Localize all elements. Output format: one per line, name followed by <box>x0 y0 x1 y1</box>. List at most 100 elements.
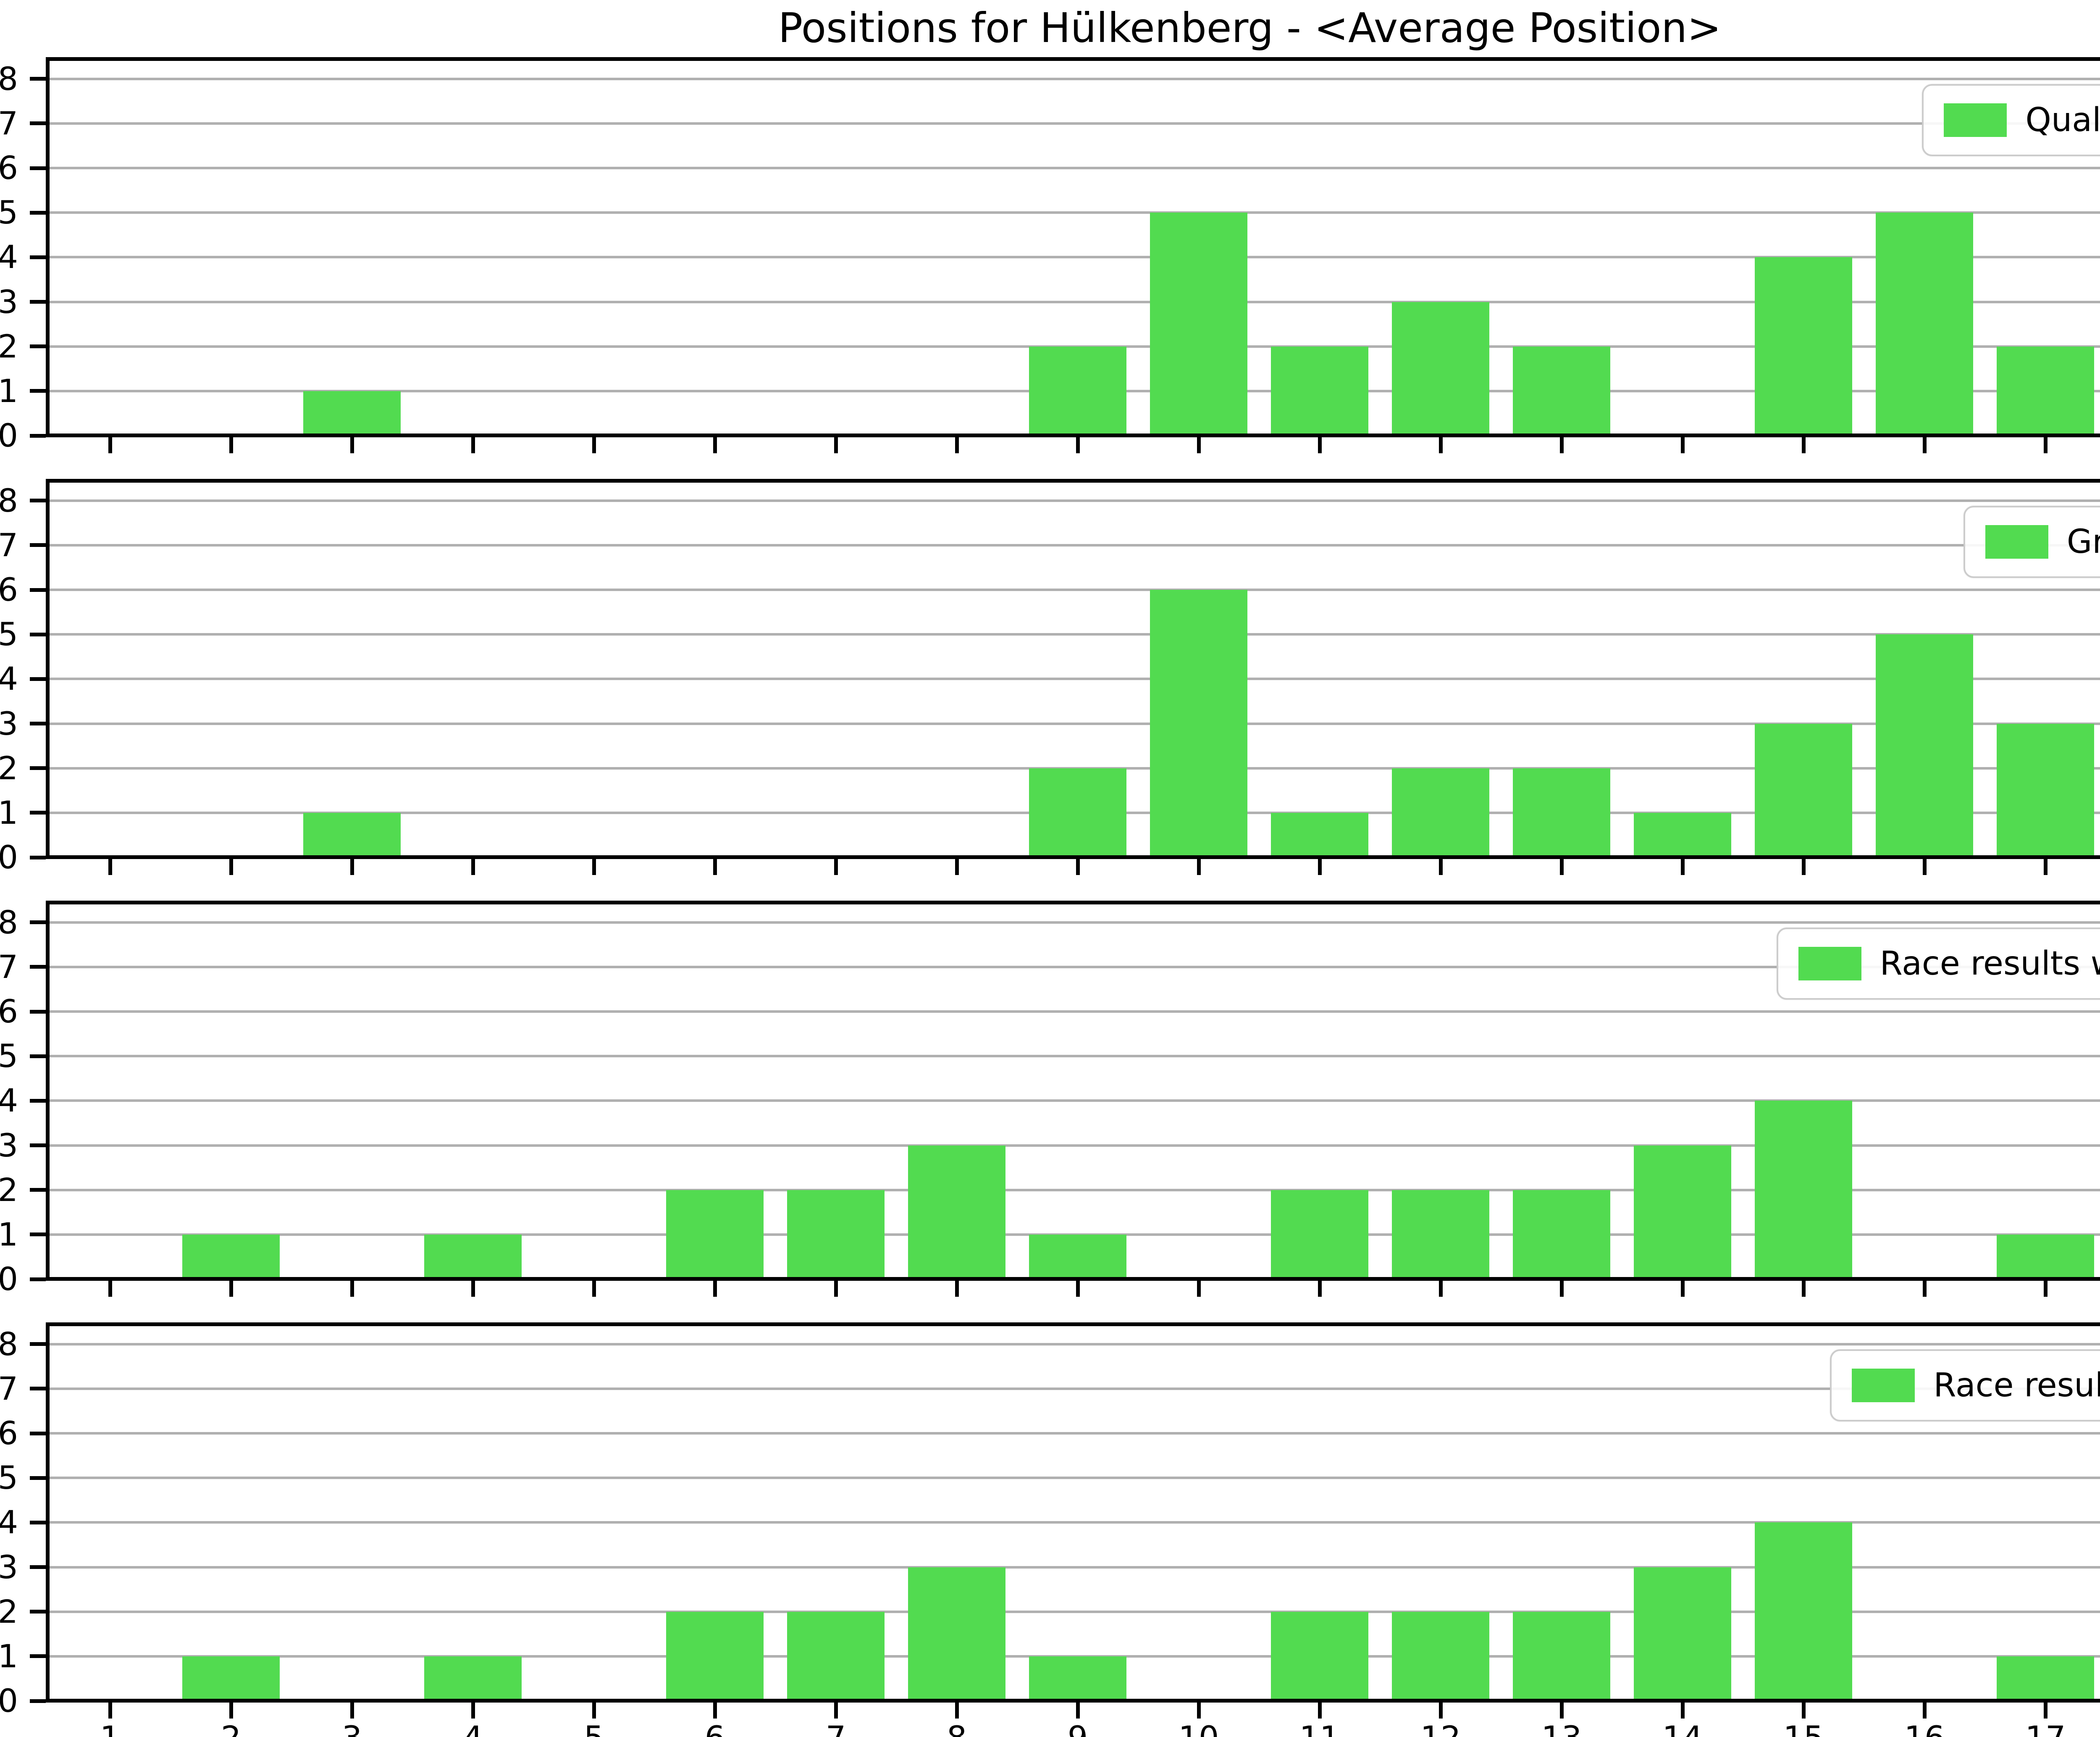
y-tick-2 <box>30 344 46 349</box>
x-tick-4 <box>471 1703 475 1719</box>
x-tick-13 <box>1559 437 1564 453</box>
x-tick-2 <box>229 437 233 453</box>
x-tick-label-8: 8 <box>919 1722 995 1737</box>
y-tick-label-6: 6 <box>0 1414 18 1452</box>
y-tick-1 <box>30 389 46 393</box>
bar-pos-8 <box>908 1567 1005 1701</box>
gridline-y2 <box>47 1188 2100 1191</box>
y-tick-5 <box>30 632 46 636</box>
bar-pos-13 <box>1513 346 1610 436</box>
y-tick-2 <box>30 1188 46 1192</box>
y-tick-label-1: 1 <box>0 372 18 410</box>
x-tick-5 <box>592 1703 596 1719</box>
bar-pos-11 <box>1271 346 1368 436</box>
y-tick-label-6: 6 <box>0 149 18 187</box>
y-tick-3 <box>30 722 46 726</box>
y-tick-6 <box>30 166 46 170</box>
bar-pos-15 <box>1755 1522 1852 1701</box>
y-tick-6 <box>30 1431 46 1435</box>
y-tick-label-7: 7 <box>0 526 18 564</box>
bar-pos-9 <box>1029 1656 1126 1701</box>
x-tick-13 <box>1559 1703 1564 1719</box>
x-tick-10 <box>1197 1281 1201 1297</box>
y-tick-label-3: 3 <box>0 1126 18 1164</box>
y-tick-label-2: 2 <box>0 749 18 787</box>
bar-pos-14 <box>1634 812 1731 857</box>
y-tick-label-7: 7 <box>0 104 18 142</box>
bar-pos-10 <box>1150 590 1247 857</box>
x-tick-label-6: 6 <box>677 1722 753 1737</box>
x-tick-label-17: 17 <box>2008 1722 2083 1737</box>
y-tick-7 <box>30 121 46 126</box>
gridline-y5 <box>47 1055 2100 1058</box>
x-tick-10 <box>1197 859 1201 875</box>
y-tick-label-5: 5 <box>0 1037 18 1075</box>
bar-pos-9 <box>1029 346 1126 436</box>
y-tick-label-5: 5 <box>0 615 18 653</box>
bar-pos-9 <box>1029 768 1126 857</box>
legend-swatch <box>1944 103 2007 137</box>
y-tick-3 <box>30 1143 46 1148</box>
x-tick-17 <box>2043 859 2048 875</box>
x-tick-label-9: 9 <box>1040 1722 1116 1737</box>
bar-pos-12 <box>1392 768 1489 857</box>
x-tick-14 <box>1680 1281 1685 1297</box>
y-tick-label-0: 0 <box>0 838 18 876</box>
bar-pos-17 <box>1997 723 2094 857</box>
y-tick-2 <box>30 766 46 770</box>
subplot-2: 0 1 2 3 4 5 6 7 8 Grid positions - 14.39 <box>0 479 2100 875</box>
y-tick-label-0: 0 <box>0 417 18 454</box>
x-tick-3 <box>350 437 354 453</box>
subplot-3: 0 1 2 3 4 5 6 7 8 Race results without DNF - 13.6… <box>0 901 2100 1297</box>
bar-pos-3 <box>303 812 401 857</box>
y-tick-label-4: 4 <box>0 1503 18 1541</box>
x-tick-9 <box>1076 437 1080 453</box>
x-tick-11 <box>1318 859 1322 875</box>
y-tick-0 <box>30 855 46 859</box>
bar-pos-4 <box>424 1234 522 1279</box>
bar-pos-13 <box>1513 1190 1610 1279</box>
x-tick-label-16: 16 <box>1887 1722 1962 1737</box>
x-tick-label-15: 15 <box>1766 1722 1841 1737</box>
x-tick-label-5: 5 <box>556 1722 632 1737</box>
y-tick-1 <box>30 1232 46 1237</box>
legend-swatch <box>1798 947 1861 980</box>
bar-pos-8 <box>908 1145 1005 1279</box>
x-tick-7 <box>834 437 838 453</box>
x-tick-4 <box>471 437 475 453</box>
y-tick-6 <box>30 1009 46 1014</box>
gridline-y3 <box>47 722 2100 725</box>
x-tick-1 <box>108 437 112 453</box>
x-tick-1 <box>108 859 112 875</box>
legend-label: Grid positions - 14.39 <box>2066 523 2100 561</box>
bar-pos-6 <box>666 1611 764 1701</box>
x-tick-1 <box>108 1281 112 1297</box>
bar-pos-11 <box>1271 812 1368 857</box>
chart-title: Positions for Hülkenberg - <Average Posi… <box>778 4 1722 52</box>
x-tick-12 <box>1438 859 1443 875</box>
y-tick-label-3: 3 <box>0 283 18 321</box>
x-tick-label-7: 7 <box>798 1722 874 1737</box>
gridline-y3 <box>47 1144 2100 1147</box>
x-tick-5 <box>592 859 596 875</box>
x-tick-15 <box>1801 1281 1806 1297</box>
gridline-y6 <box>47 589 2100 591</box>
x-tick-3 <box>350 1703 354 1719</box>
x-tick-8 <box>955 437 959 453</box>
bar-pos-13 <box>1513 768 1610 857</box>
x-tick-label-2: 2 <box>193 1722 269 1737</box>
gridline-y6 <box>47 1010 2100 1013</box>
x-tick-15 <box>1801 859 1806 875</box>
y-tick-4 <box>30 677 46 681</box>
y-tick-label-3: 3 <box>0 704 18 742</box>
x-tick-17 <box>2043 1703 2048 1719</box>
gridline-y8 <box>47 921 2100 924</box>
bar-pos-17 <box>1997 1656 2094 1701</box>
gridline-y8 <box>47 499 2100 502</box>
y-tick-label-8: 8 <box>0 903 18 941</box>
y-tick-7 <box>30 1387 46 1391</box>
y-tick-label-4: 4 <box>0 660 18 698</box>
x-tick-10 <box>1197 437 1201 453</box>
legend-swatch <box>1852 1369 1915 1402</box>
x-tick-16 <box>1922 1703 1927 1719</box>
